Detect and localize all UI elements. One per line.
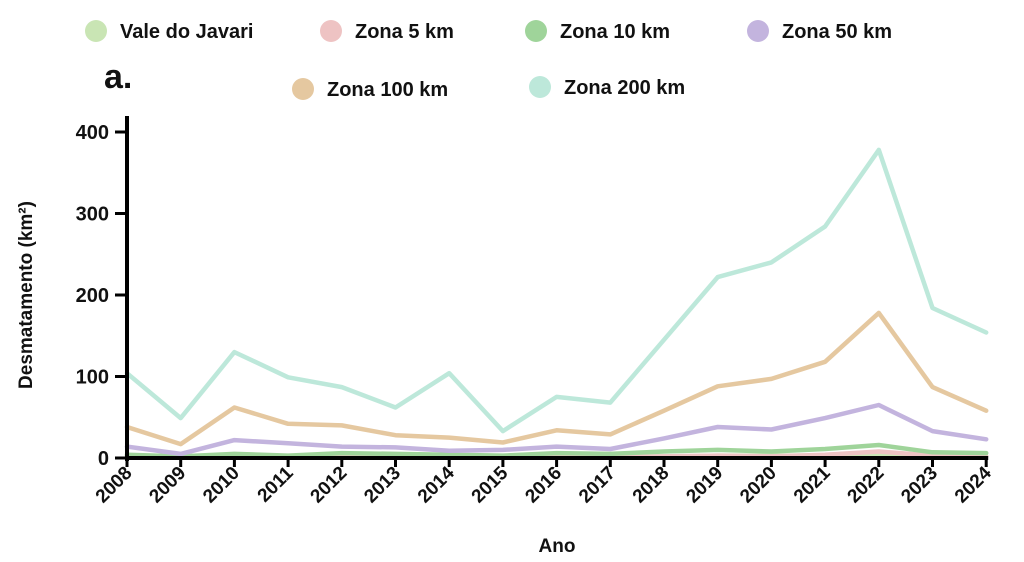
y-tick-label: 200 bbox=[76, 285, 109, 307]
x-tick-label: 2014 bbox=[414, 462, 459, 507]
legend-label: Zona 50 km bbox=[782, 21, 892, 43]
y-tick-label: 0 bbox=[98, 448, 109, 470]
legend-marker bbox=[747, 20, 769, 42]
legend-item-zona-10-km: Zona 10 km bbox=[525, 20, 670, 43]
legend-item-zona-50-km: Zona 50 km bbox=[747, 20, 892, 43]
legend-item-zona-200-km: Zona 200 km bbox=[529, 76, 685, 99]
x-tick-label: 2012 bbox=[307, 463, 352, 508]
legend-label: Zona 5 km bbox=[355, 21, 454, 43]
y-tick-label: 100 bbox=[76, 367, 109, 389]
legend-marker bbox=[292, 78, 314, 100]
legend-label: Zona 10 km bbox=[560, 21, 670, 43]
x-tick-label: 2016 bbox=[521, 463, 566, 508]
x-tick-label: 2020 bbox=[736, 463, 781, 508]
x-tick-label: 2019 bbox=[682, 463, 727, 508]
x-tick-label: 2022 bbox=[844, 463, 889, 508]
legend: Vale do Javari Zona 5 km Zona 10 km Zona 50… bbox=[85, 20, 892, 101]
legend-item-vale-do-javari: Vale do Javari bbox=[85, 20, 253, 43]
x-axis: 2008 2009 2010 2011 2012 2013 2014 2015 2016 2017… bbox=[92, 456, 996, 508]
x-tick-label: 2011 bbox=[254, 462, 298, 506]
legend-item-zona-5-km: Zona 5 km bbox=[320, 20, 454, 43]
plot-area bbox=[124, 147, 989, 460]
series-line-zona-50-km bbox=[124, 402, 989, 457]
x-tick-label: 2017 bbox=[575, 463, 620, 508]
x-axis-title: Ano bbox=[539, 536, 576, 557]
y-axis-title: Desmatamento (km²) bbox=[16, 201, 37, 389]
x-tick-label: 2013 bbox=[360, 463, 405, 508]
x-tick-label: 2009 bbox=[145, 463, 190, 508]
legend-marker bbox=[525, 20, 547, 42]
legend-marker bbox=[529, 76, 551, 98]
y-tick-label: 300 bbox=[76, 204, 109, 226]
x-tick-label: 2010 bbox=[199, 463, 244, 508]
legend-label: Zona 200 km bbox=[564, 77, 685, 99]
y-tick-label: 400 bbox=[76, 122, 109, 144]
x-tick-label: 2024 bbox=[951, 462, 996, 507]
x-tick-label: 2018 bbox=[629, 463, 674, 508]
legend-marker bbox=[85, 20, 107, 42]
legend-label: Zona 100 km bbox=[327, 79, 448, 101]
legend-label: Vale do Javari bbox=[120, 21, 253, 43]
series-line-zona-10-km bbox=[124, 442, 989, 459]
x-tick-label: 2021 bbox=[790, 462, 835, 507]
series-line-zona-100-km bbox=[124, 310, 989, 447]
x-tick-label: 2023 bbox=[897, 463, 942, 508]
x-tick-label: 2015 bbox=[468, 462, 513, 507]
y-axis: 0 100 200 300 400 bbox=[76, 116, 129, 470]
panel-label: a. bbox=[104, 58, 132, 96]
legend-marker bbox=[320, 20, 342, 42]
legend-item-zona-100-km: Zona 100 km bbox=[292, 78, 448, 101]
series-line-zona-200-km bbox=[124, 147, 989, 434]
